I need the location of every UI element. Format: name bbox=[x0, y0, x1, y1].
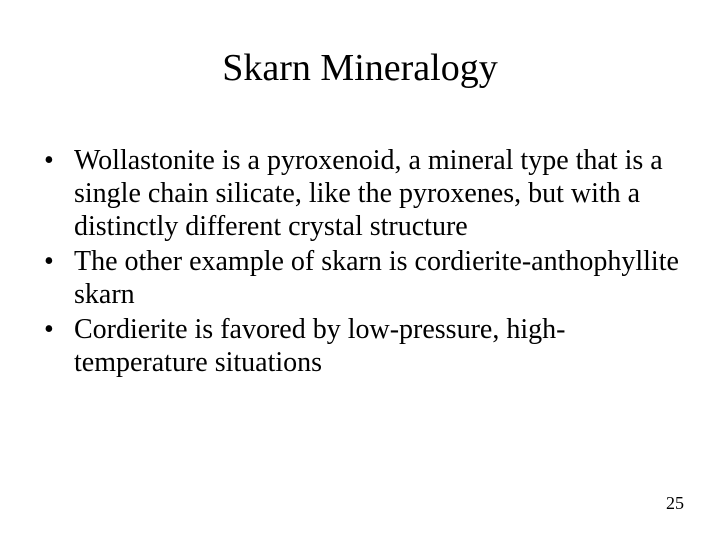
slide-title: Skarn Mineralogy bbox=[38, 46, 682, 90]
list-item: The other example of skarn is cordierite… bbox=[38, 245, 682, 311]
bullet-list: Wollastonite is a pyroxenoid, a mineral … bbox=[38, 144, 682, 379]
slide-container: Skarn Mineralogy Wollastonite is a pyrox… bbox=[0, 0, 720, 540]
page-number: 25 bbox=[666, 493, 684, 514]
list-item: Cordierite is favored by low-pressure, h… bbox=[38, 313, 682, 379]
list-item: Wollastonite is a pyroxenoid, a mineral … bbox=[38, 144, 682, 243]
